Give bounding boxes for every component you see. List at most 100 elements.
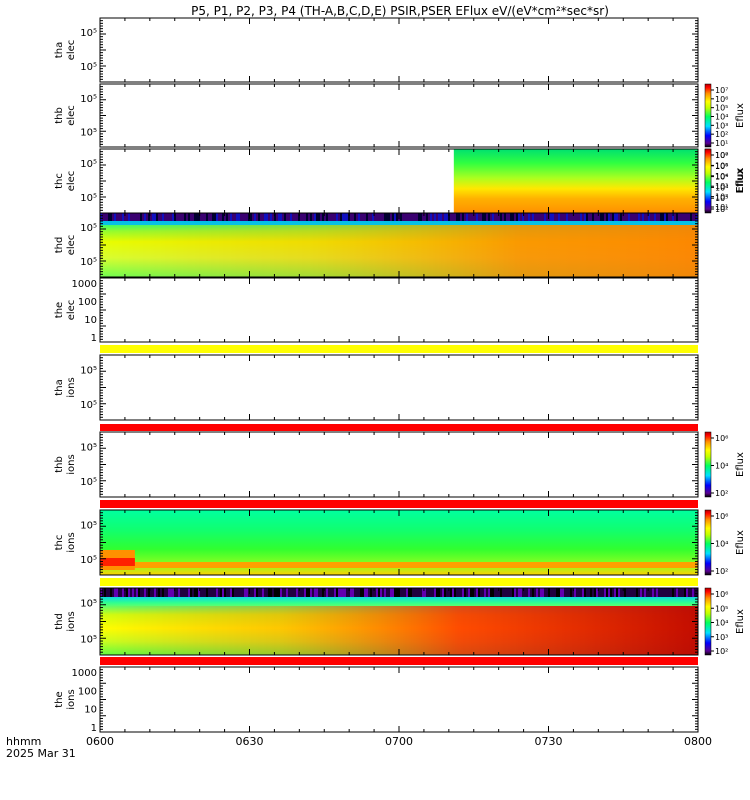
colorbar-thd-ions: 10⁶ 10⁵ 10⁴ 10³ 10² Eflux — [705, 588, 746, 656]
colorbar-tick-label: 10⁷ — [715, 86, 728, 95]
panel-ylabel-probe: the — [54, 691, 65, 707]
y-tick-label: 10⁵ — [80, 599, 97, 610]
panel-ylabel-species: elec — [66, 300, 77, 321]
y-tick-label: 10 — [84, 705, 97, 716]
panel-ylabel-species: ions — [66, 532, 77, 552]
colorbar-label: Eflux — [735, 452, 746, 477]
x-tick-label: 0800 — [684, 735, 712, 748]
colorbar-tick-label: 10⁶ — [715, 162, 728, 171]
colorbars: 10⁷10⁶10⁵10⁴10³10²10¹Eflux10⁶10⁵10⁴10³10… — [705, 84, 746, 656]
thd-ions-overlay — [100, 606, 698, 655]
panel-tha-elec: tha elec10⁵ 10⁵ — [54, 18, 698, 82]
panel-ylabel-probe: tha — [54, 42, 65, 58]
colorbar-thc-elec: 10⁷10⁶10⁵10⁴10³10²Eflux — [705, 149, 746, 214]
chart-title: P5, P1, P2, P3, P4 (TH-A,B,C,D,E) PSIR,P… — [191, 4, 609, 18]
panel-ylabel-probe: thc — [54, 173, 65, 189]
colorbar-tha-elec: 10⁷10⁶10⁵10⁴10³10²10¹ Eflux — [705, 84, 746, 148]
panel-ylabel-species: elec — [66, 40, 77, 61]
y-tick-label: 10⁵ — [80, 520, 97, 531]
y-tick-label: 10⁵ — [80, 127, 97, 138]
panels: tha elec10⁵10⁵thb elec10⁵10⁵thc elec10⁵10⁵t… — [54, 18, 698, 734]
y-tick-label: 1 — [91, 723, 97, 734]
panel-ylabel-probe: thd — [54, 237, 65, 254]
colorbar-tick-label: 10⁴ — [715, 540, 728, 549]
x-tick-label: 0700 — [385, 735, 413, 748]
panel-the-elec: the elec 1000 100 10 1 — [54, 278, 698, 344]
y-tick-label: 10⁵ — [80, 193, 97, 204]
status-band — [100, 657, 698, 665]
panel-ylabel-probe: tha — [54, 379, 65, 395]
colorbar-thb-ions: 10⁶ 10⁴ 10² Eflux — [705, 432, 746, 498]
y-tick-label: 10⁵ — [80, 400, 97, 411]
colorbar-label: Eflux — [735, 103, 746, 128]
panel-ylabel-probe: thb — [54, 107, 65, 124]
colorbar-tick-label: 10⁶ — [715, 95, 728, 104]
colorbar-tick-label: 10⁵ — [715, 104, 728, 113]
panel-ylabel-species: ions — [66, 377, 77, 397]
colorbar-tick-label: 10⁴ — [715, 619, 728, 628]
thc-elec-data — [454, 149, 698, 213]
panel-ylabel-species: elec — [66, 105, 77, 126]
thd-elec-overlay — [100, 225, 698, 277]
colorbar-tick-label: 10⁷ — [715, 151, 728, 160]
colorbar-tick-label: 10² — [715, 489, 728, 498]
y-tick-label: 10⁵ — [80, 159, 97, 170]
y-tick-label: 1000 — [72, 279, 97, 290]
panel-the-ions: the ions 1000 100 10 1 — [54, 667, 698, 734]
x-tick-label: 0600 — [86, 735, 114, 748]
colorbar-label: Eflux — [735, 530, 746, 555]
y-tick-label: 10⁵ — [80, 442, 97, 453]
y-tick-label: 10⁵ — [80, 634, 97, 645]
status-band — [100, 500, 698, 508]
panel-ylabel-species: elec — [66, 235, 77, 256]
y-tick-label: 10⁵ — [80, 257, 97, 268]
colorbar-tick-label: 10² — [715, 647, 728, 656]
status-band — [100, 345, 698, 353]
colorbar-label: Eflux — [735, 609, 746, 634]
y-tick-label: 10⁵ — [80, 477, 97, 488]
panel-ylabel-species: ions — [66, 454, 77, 474]
colorbar-tick-label: 10² — [715, 205, 728, 214]
y-tick-label: 100 — [78, 686, 97, 697]
colorbar-tick-label: 10⁵ — [715, 173, 728, 182]
panel-ylabel-probe: the — [54, 302, 65, 318]
y-tick-label: 1000 — [72, 668, 97, 679]
panel-thb-ions: thb ions10⁵ 10⁵ — [54, 432, 698, 497]
colorbar-tick-label: 10⁴ — [715, 113, 728, 122]
x-tick-label: 0630 — [236, 735, 264, 748]
y-tick-label: 10⁵ — [80, 365, 97, 376]
colorbar-tick-label: 10⁶ — [715, 590, 728, 599]
colorbar-tick-label: 10¹ — [715, 139, 728, 148]
panel-ylabel-probe: thc — [54, 535, 65, 551]
y-tick-label: 10⁵ — [80, 28, 97, 39]
panel-ylabel-species: ions — [66, 689, 77, 709]
y-tick-label: 10⁵ — [80, 223, 97, 234]
status-band — [100, 578, 698, 586]
y-tick-label: 1 — [91, 333, 97, 344]
panel-tha-ions: tha ions10⁵ 10⁵ — [54, 355, 698, 420]
y-tick-label: 10⁵ — [80, 62, 97, 73]
status-band — [100, 424, 698, 431]
colorbar-tick-label: 10² — [715, 567, 728, 576]
panel-ylabel-species: ions — [66, 611, 77, 631]
panel-ylabel-probe: thd — [54, 613, 65, 630]
colorbar-tick-label: 10⁴ — [715, 183, 728, 192]
colorbar-tick-label: 10² — [715, 130, 728, 139]
colorbar-thc-ions: 10⁶ 10⁴ 10² Eflux — [705, 510, 746, 576]
y-tick-label: 10⁵ — [80, 94, 97, 105]
colorbar-tick-label: 10⁶ — [715, 512, 728, 521]
x-tick-label: 0730 — [535, 735, 563, 748]
colorbar-tick-label: 10⁶ — [715, 434, 728, 443]
colorbar-tick-label: 10⁵ — [715, 604, 728, 613]
x-axis: 0600 0630 0700 0730 0800 — [86, 735, 712, 748]
panel-thb-elec: thb elec10⁵ 10⁵ — [54, 84, 698, 147]
colorbar-tick-label: 10⁴ — [715, 462, 728, 471]
y-tick-label: 10 — [84, 315, 97, 326]
y-tick-label: 100 — [78, 297, 97, 308]
thc-ions-lowband — [100, 562, 698, 568]
colorbar-tick-label: 10³ — [715, 633, 728, 642]
y-tick-label: 10⁵ — [80, 555, 97, 566]
panel-ylabel-species: elec — [66, 171, 77, 192]
colorbar-tick-label: 10³ — [715, 121, 728, 130]
